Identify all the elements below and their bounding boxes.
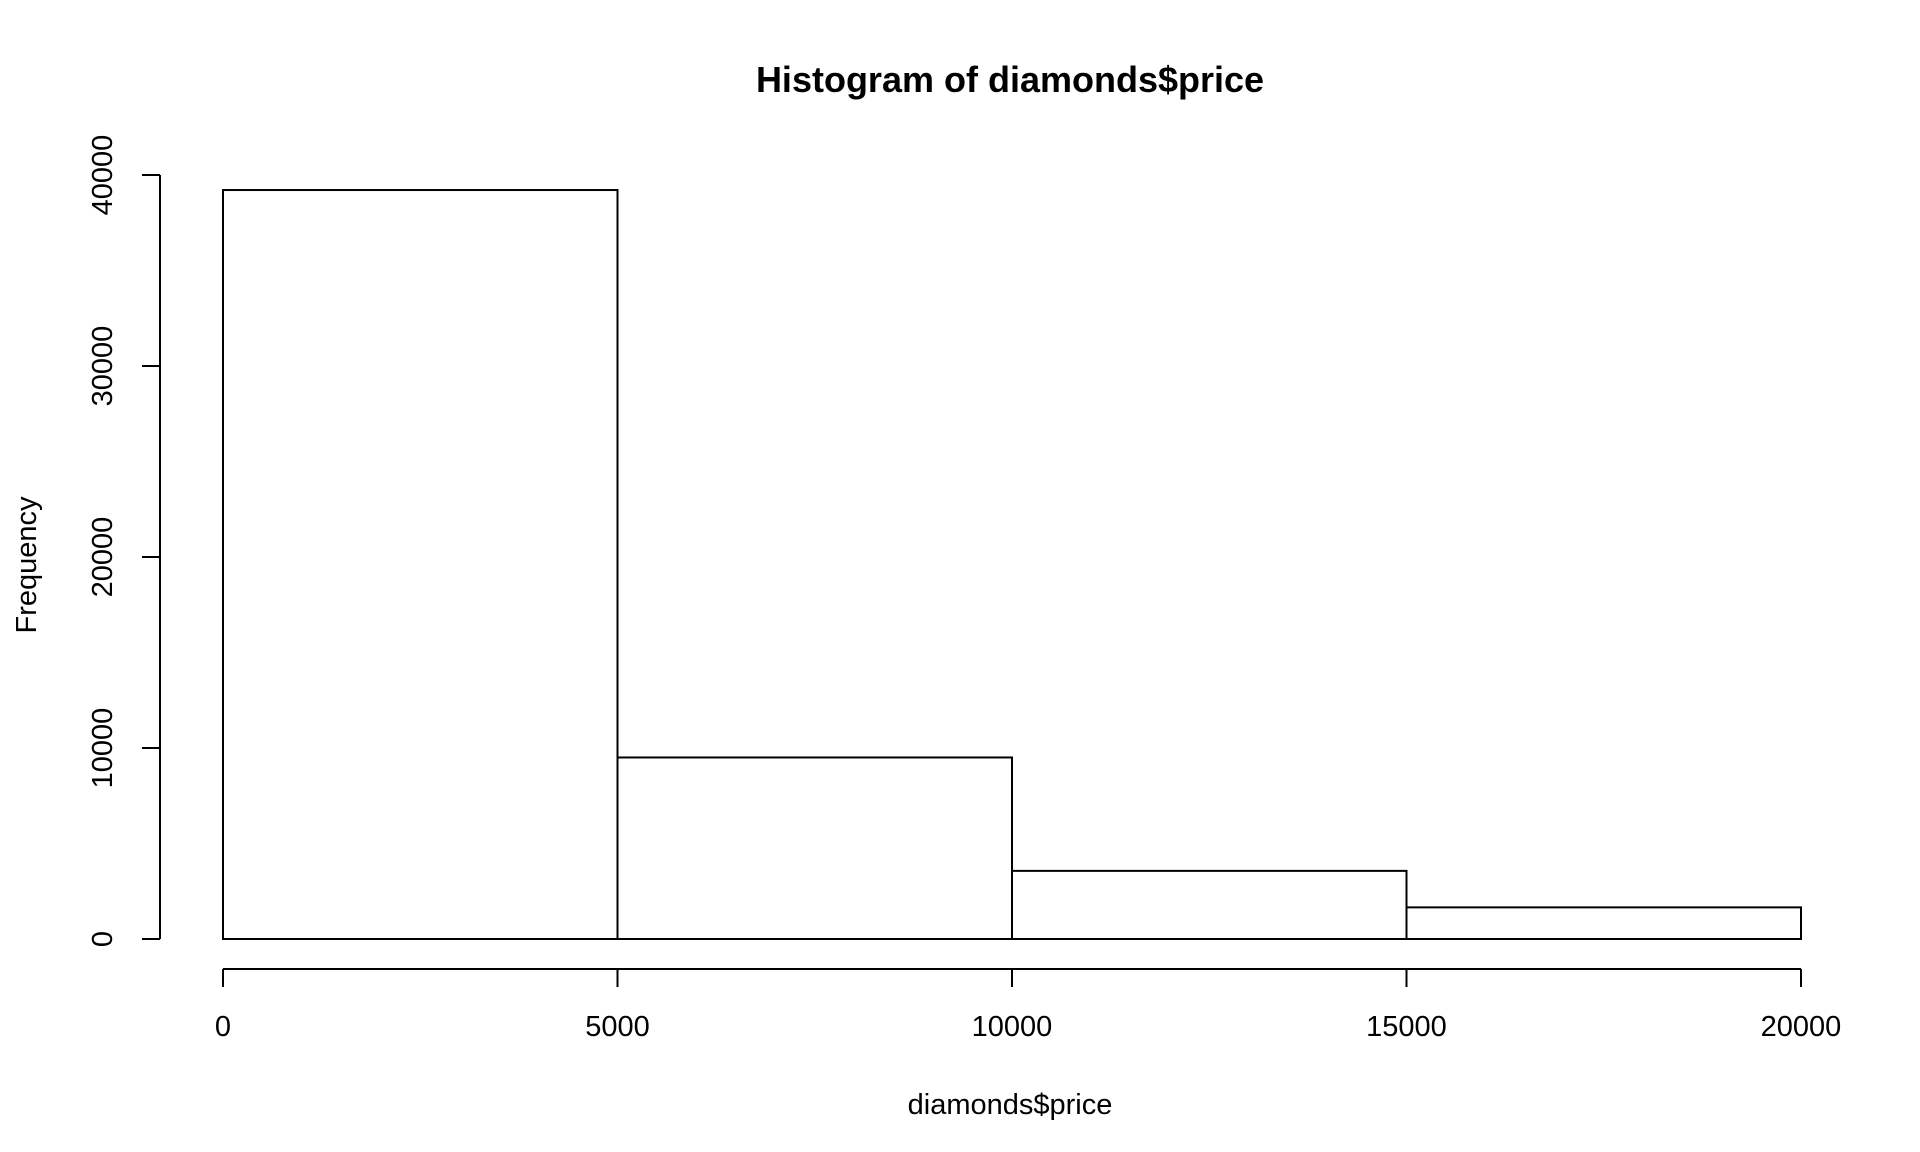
histogram-bar-2 bbox=[1011, 869, 1408, 940]
histogram-bars bbox=[222, 189, 1802, 941]
x-tick-label-2: 10000 bbox=[972, 1011, 1053, 1043]
histogram-bar-3 bbox=[1405, 906, 1802, 941]
y-tick-label-4: 40000 bbox=[87, 135, 119, 216]
x-axis-ticks: 0 5000 10000 15000 20000 bbox=[215, 969, 1841, 1043]
histogram-bar-1 bbox=[616, 756, 1013, 940]
x-tick-label-3: 15000 bbox=[1366, 1011, 1447, 1043]
x-tick-label-4: 20000 bbox=[1761, 1011, 1842, 1043]
histogram-bar-0 bbox=[222, 189, 619, 941]
y-tick-label-1: 10000 bbox=[87, 708, 119, 789]
x-tick-label-1: 5000 bbox=[585, 1011, 650, 1043]
y-tick-label-2: 20000 bbox=[87, 517, 119, 598]
chart-title: Histogram of diamonds$price bbox=[756, 59, 1264, 100]
y-axis-ticks: 0 10000 20000 30000 40000 bbox=[87, 135, 160, 947]
y-tick-label-3: 30000 bbox=[87, 326, 119, 407]
x-axis-label: diamonds$price bbox=[908, 1089, 1113, 1121]
y-axis-label: Frequency bbox=[11, 496, 43, 634]
x-tick-label-0: 0 bbox=[215, 1011, 231, 1043]
y-tick-label-0: 0 bbox=[87, 931, 119, 947]
